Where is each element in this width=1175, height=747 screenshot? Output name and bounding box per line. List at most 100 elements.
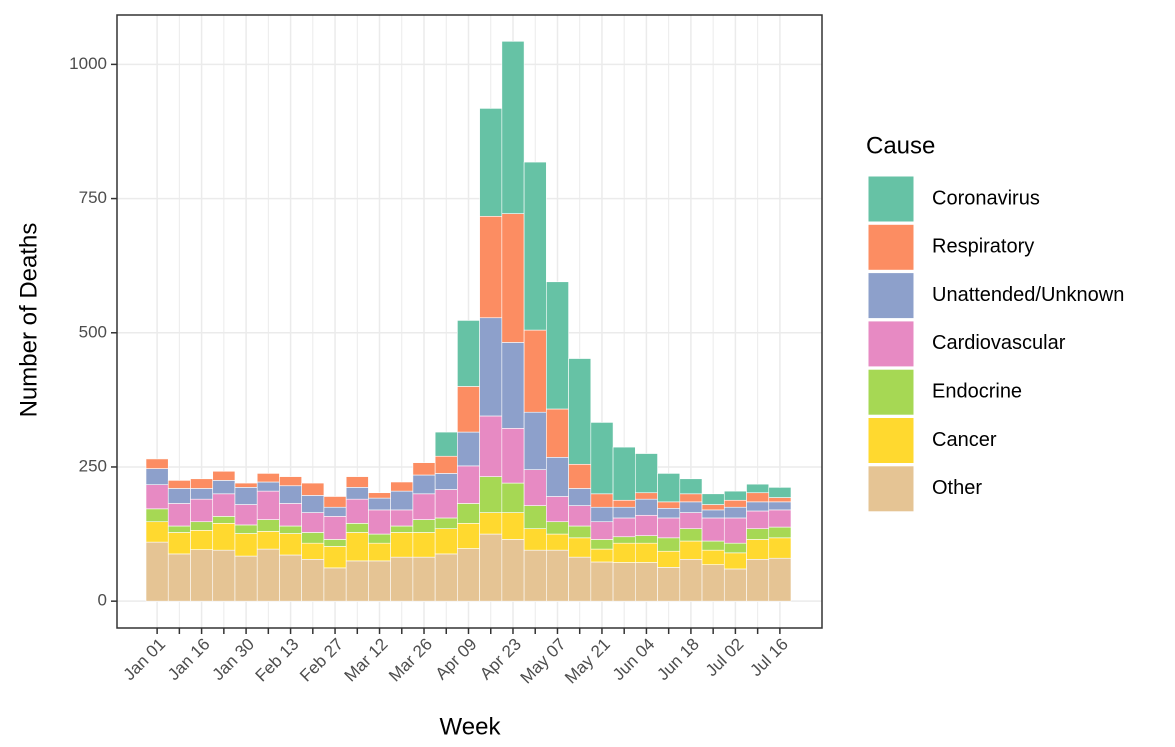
bar-segment — [279, 554, 302, 602]
bar-segment — [612, 499, 636, 508]
bar-segment — [479, 415, 503, 477]
bar-segment — [657, 507, 681, 519]
bar-segment — [434, 528, 458, 555]
bar-segment — [746, 539, 770, 560]
bar-segment — [412, 519, 436, 533]
plot-area — [117, 15, 822, 628]
bar-segment — [568, 463, 592, 489]
bar-segment — [501, 428, 525, 484]
bar-segment — [190, 530, 214, 550]
bar-segment — [768, 509, 792, 528]
bar-segment — [345, 523, 369, 533]
bar-segment — [234, 482, 258, 488]
bar-segment — [568, 525, 592, 539]
bar-segment — [167, 525, 191, 533]
bar-segment — [412, 474, 436, 495]
bar-segment — [345, 476, 369, 488]
bar-segment — [568, 556, 592, 602]
bar-segment — [412, 462, 436, 476]
legend-key — [867, 417, 915, 464]
bar-segment — [768, 501, 792, 511]
bar-segment — [256, 481, 280, 492]
bar-segment — [612, 562, 636, 602]
bar-segment — [746, 483, 770, 494]
bar-segment — [590, 422, 614, 495]
bar-segment — [457, 523, 480, 549]
bar-segment — [701, 504, 725, 511]
bar-segment — [279, 476, 302, 487]
bar-segment — [301, 482, 325, 496]
bar-segment — [746, 528, 770, 540]
bar-segment — [345, 560, 369, 602]
bar-segment — [479, 476, 503, 513]
bar-segment — [590, 493, 614, 508]
bar-segment — [279, 485, 302, 504]
bar-segment — [145, 508, 169, 523]
bar-segment — [434, 473, 458, 490]
legend-key — [867, 175, 915, 223]
bar-segment — [612, 517, 636, 538]
bar-segment — [390, 525, 414, 533]
bar-segment — [701, 493, 725, 505]
bar-segment — [234, 555, 258, 602]
bar-segment — [568, 537, 592, 558]
bar-segment — [523, 549, 547, 602]
bar-segment — [457, 548, 480, 602]
bar-segment — [723, 568, 747, 602]
bar-segment — [301, 495, 325, 513]
bar-segment — [457, 503, 480, 524]
bar-segment — [612, 542, 636, 563]
bar-segment — [190, 478, 214, 489]
bar-segment — [457, 320, 480, 387]
bar-segment — [368, 492, 391, 499]
bar-segment — [501, 539, 525, 602]
bar-segment — [256, 490, 280, 520]
bar-segment — [479, 512, 503, 535]
bar-segment — [301, 558, 325, 602]
bar-segment — [234, 533, 258, 557]
bar-segment — [234, 504, 258, 526]
bar-segment — [412, 532, 436, 558]
bar-segment — [190, 498, 214, 523]
bar-segment — [434, 489, 458, 519]
legend-label: Respiratory — [932, 236, 1034, 258]
bar-segment — [679, 528, 703, 542]
bar-segment — [523, 469, 547, 506]
bar-segment — [190, 521, 214, 531]
bar-segment — [390, 532, 414, 558]
bar-segment — [434, 553, 458, 602]
bar-segment — [657, 550, 681, 568]
bar-segment — [746, 510, 770, 529]
bar-segment — [590, 561, 614, 602]
bar-segment — [368, 533, 391, 544]
bar-segment — [590, 521, 614, 540]
bar-segment — [523, 505, 547, 529]
bar-segment — [679, 512, 703, 529]
bar-segment — [768, 487, 792, 498]
bar-segment — [323, 539, 347, 547]
bar-segment — [345, 487, 369, 500]
bar-segment — [723, 490, 747, 501]
bar-segment — [323, 516, 347, 540]
bar-segment — [657, 567, 681, 602]
bar-segment — [412, 493, 436, 520]
bar-segment — [635, 492, 658, 500]
bar-segment — [768, 497, 792, 503]
bar-segment — [723, 517, 747, 544]
bar-segment — [701, 509, 725, 519]
bar-segment — [368, 542, 391, 562]
bar-segment — [279, 525, 302, 534]
bar-segment — [256, 531, 280, 550]
bar-segment — [457, 386, 480, 433]
legend-label: Coronavirus — [932, 187, 1040, 209]
bar-segment — [546, 496, 569, 523]
bar-segment — [635, 453, 658, 494]
bar-segment — [145, 484, 169, 510]
bar-segment — [635, 542, 658, 563]
legend-label: Cardiovascular — [932, 332, 1066, 354]
bar-segment — [457, 465, 480, 504]
bar-segment — [256, 548, 280, 602]
bar-segment — [546, 533, 569, 551]
bar-segment — [167, 480, 191, 489]
bar-segment — [167, 553, 191, 602]
